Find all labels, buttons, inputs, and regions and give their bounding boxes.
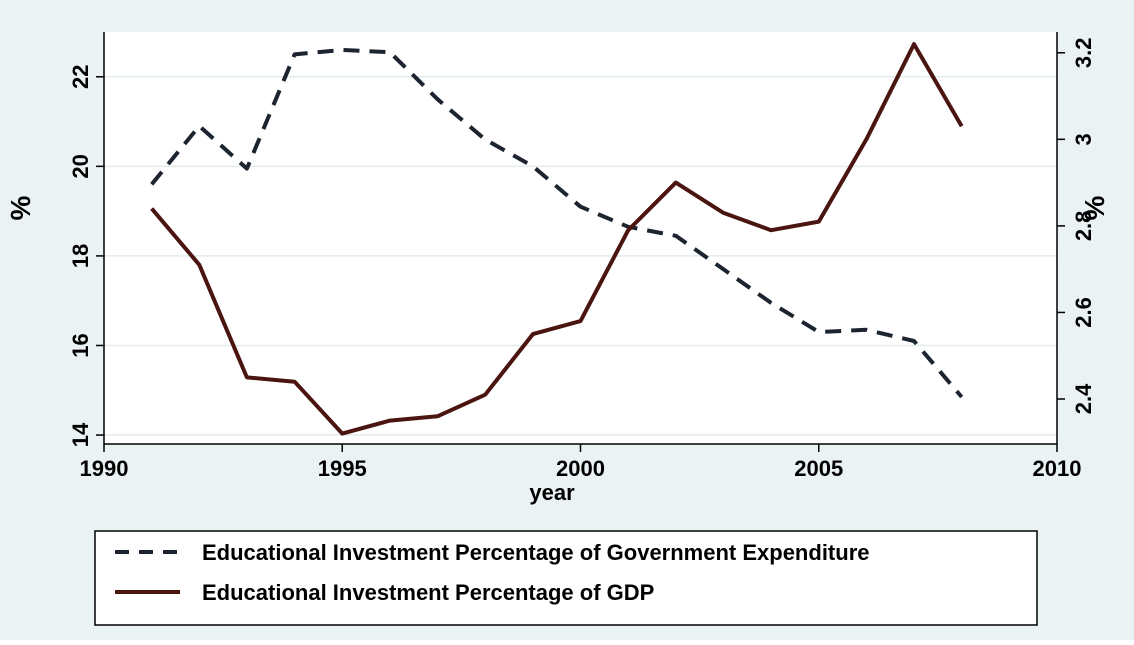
plot-area (104, 32, 1057, 444)
legend-label-government-expenditure: Educational Investment Percentage of Gov… (202, 540, 870, 565)
series-line-gdp (150, 42, 964, 436)
y-left-tick-label: 14 (68, 422, 93, 447)
y-axis-left-label: % (5, 195, 36, 220)
y-right-tick-label: 3 (1071, 133, 1096, 145)
x-tick-label: 1990 (80, 456, 129, 481)
y-right-tick-label: 2.4 (1071, 383, 1096, 414)
x-tick-label: 2000 (556, 456, 605, 481)
legend: Educational Investment Percentage of Gov… (94, 530, 1038, 626)
series-lines (150, 42, 964, 436)
y-left-tick-label: 22 (68, 65, 93, 89)
x-axis-label: year (529, 480, 575, 505)
y-right-tick-label: 3.2 (1071, 37, 1096, 68)
x-tick-label: 1995 (318, 456, 367, 481)
legend-label-gdp: Educational Investment Percentage of GDP (202, 580, 654, 605)
gridlines (104, 76, 1057, 436)
y-right-tick-label: 2.6 (1071, 297, 1096, 328)
legend-box (94, 530, 1038, 626)
x-tick-label: 2005 (794, 456, 843, 481)
y-left-tick-label: 18 (68, 244, 93, 268)
y-left-tick-label: 16 (68, 333, 93, 357)
axes: 1990 1995 2000 2005 2010 14 16 18 20 22 2.4 2.6 2.8 3… (68, 32, 1096, 481)
x-tick-label: 2010 (1033, 456, 1082, 481)
y-axis-right-label: % (1079, 195, 1110, 220)
y-left-tick-label: 20 (68, 154, 93, 178)
series-line-government-expenditure (150, 47, 964, 399)
y-right-tick-label: 2.8 (1071, 211, 1096, 242)
